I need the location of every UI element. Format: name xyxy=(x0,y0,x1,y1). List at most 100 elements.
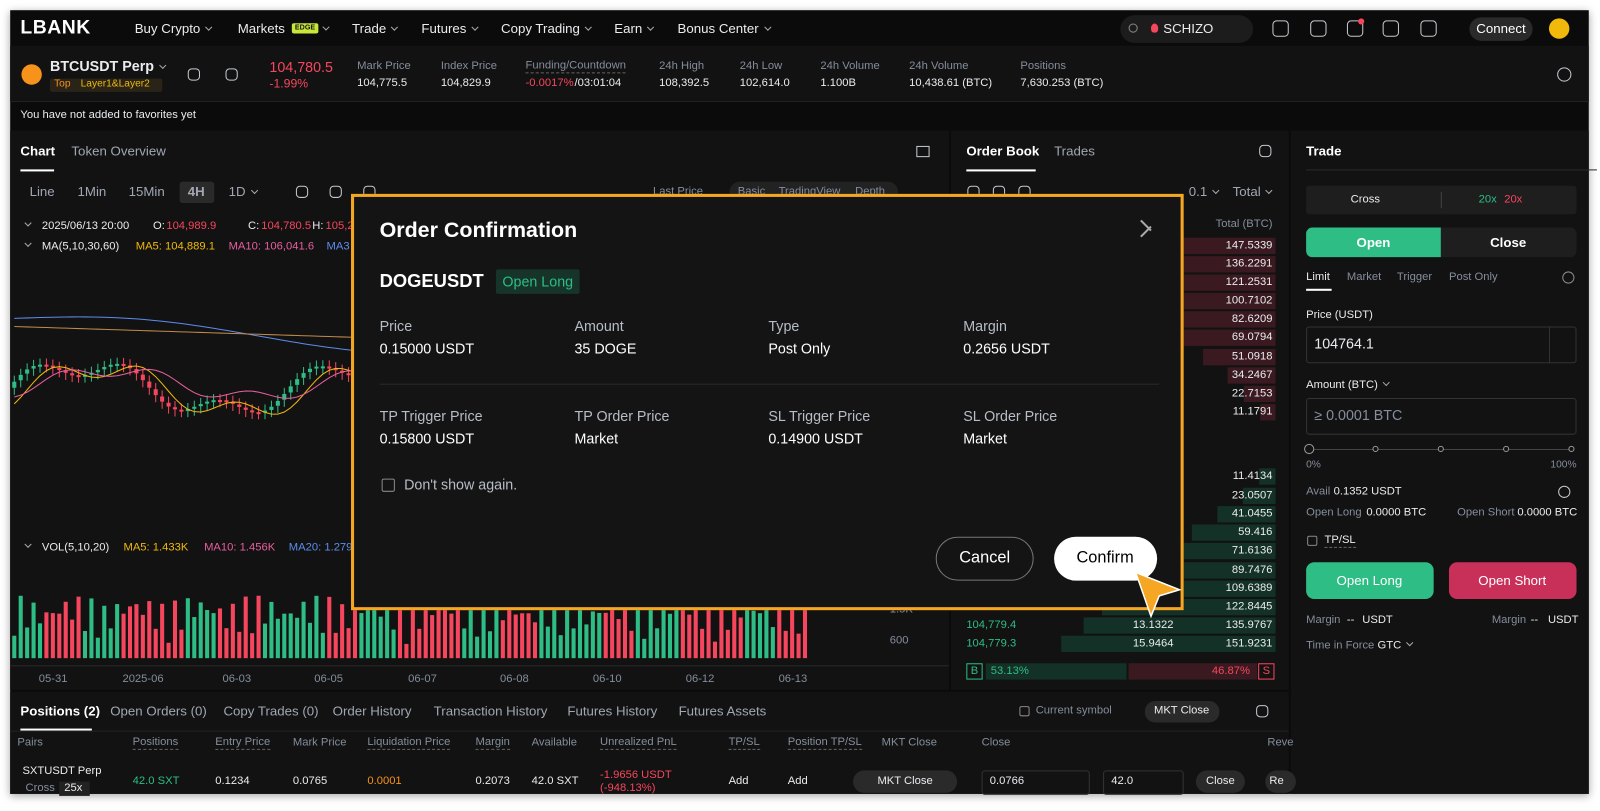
tool-icon[interactable] xyxy=(329,185,342,198)
close-button[interactable] xyxy=(1195,770,1245,793)
button-label[interactable]: Close xyxy=(1206,774,1235,788)
field-label[interactable]: Amount (BTC) xyxy=(1306,379,1389,392)
button-label[interactable]: Re xyxy=(1269,774,1284,788)
nav-item[interactable]: Bonus Center xyxy=(678,21,770,37)
price-input[interactable] xyxy=(1306,326,1577,364)
slider-dot[interactable] xyxy=(1437,445,1444,453)
open-short-button[interactable] xyxy=(1448,562,1577,599)
interval[interactable]: 4H xyxy=(187,183,205,200)
button-label[interactable]: MKT Close xyxy=(877,774,933,788)
leverage[interactable]: 20x xyxy=(1478,193,1497,206)
settings-icon[interactable] xyxy=(1557,67,1572,82)
input-value[interactable]: 0.0766 xyxy=(989,774,1025,788)
nav-icon[interactable] xyxy=(1420,20,1437,37)
button-label[interactable]: MKT Close xyxy=(1153,704,1210,717)
volume-bar xyxy=(500,620,505,659)
connect-label[interactable]: Connect xyxy=(1476,20,1526,36)
connect-button[interactable] xyxy=(1469,17,1533,41)
tab[interactable]: Copy Trades (0) xyxy=(223,703,319,719)
open-label[interactable]: Open xyxy=(1356,234,1391,251)
tab[interactable]: Positions (2) xyxy=(20,703,101,719)
amount-placeholder[interactable]: ≥ 0.0001 BTC xyxy=(1314,406,1403,424)
reverse-button[interactable] xyxy=(1265,770,1296,793)
transfer-icon[interactable] xyxy=(1558,485,1571,498)
open-long-button[interactable] xyxy=(1306,562,1434,599)
avatar[interactable] xyxy=(1548,18,1570,39)
tab[interactable]: Order Book xyxy=(966,143,1040,159)
interval[interactable]: 1Min xyxy=(77,183,107,200)
close-amount-input[interactable] xyxy=(1103,770,1184,795)
nav-icon[interactable] xyxy=(1382,20,1399,37)
search-text[interactable]: SCHIZO xyxy=(1163,20,1214,36)
button-label[interactable]: Confirm xyxy=(1076,549,1134,567)
tab[interactable]: Token Overview xyxy=(71,143,166,159)
checkbox[interactable] xyxy=(381,478,395,492)
amount-input[interactable] xyxy=(1306,397,1577,435)
max-value: 0.0000 BTC xyxy=(1366,506,1427,519)
field-label: TP Order Price xyxy=(574,407,670,425)
nav-item[interactable]: Futures xyxy=(421,21,477,37)
button-label[interactable]: Open Short xyxy=(1478,572,1547,588)
checkbox[interactable] xyxy=(1019,706,1030,717)
expand-icon[interactable] xyxy=(916,145,930,158)
tab[interactable]: Transaction History xyxy=(433,703,548,719)
order-type[interactable]: Post Only xyxy=(1448,270,1498,284)
slider-dot[interactable] xyxy=(1372,445,1379,453)
price-value[interactable]: 104764.1 xyxy=(1314,335,1374,352)
nav-icon[interactable] xyxy=(1310,20,1327,37)
logo[interactable]: LBANK xyxy=(20,16,91,39)
button-label[interactable]: Open Long xyxy=(1336,572,1403,588)
interval[interactable]: 15Min xyxy=(128,183,165,200)
filter-icon[interactable] xyxy=(1259,144,1272,158)
button-label[interactable]: Cancel xyxy=(959,549,1011,567)
nav-item[interactable]: Buy Crypto xyxy=(135,21,212,37)
tab[interactable]: Futures History xyxy=(567,703,658,719)
input-value[interactable]: 42.0 xyxy=(1111,774,1134,788)
close-label[interactable]: Close xyxy=(1490,234,1527,251)
volume-bar xyxy=(693,601,698,659)
tab[interactable]: Open Orders (0) xyxy=(110,703,207,719)
candle-body xyxy=(237,404,242,407)
mkt-close-all[interactable] xyxy=(1144,701,1220,723)
add-link[interactable]: Add xyxy=(787,774,808,788)
nav-item[interactable]: Copy Trading xyxy=(501,21,591,37)
tool-icon[interactable] xyxy=(295,185,309,198)
nav-icon[interactable] xyxy=(1272,20,1289,37)
book-icon[interactable] xyxy=(187,68,200,81)
tab[interactable]: Order History xyxy=(332,703,412,719)
bid-total: 151.9231 xyxy=(1225,637,1273,650)
tab[interactable]: Chart xyxy=(20,143,56,159)
dont-show-label[interactable]: Don't show again. xyxy=(404,476,518,493)
order-type[interactable]: Trigger xyxy=(1396,270,1433,284)
order-type[interactable]: Limit xyxy=(1306,270,1330,284)
leverage[interactable]: 20x xyxy=(1504,193,1523,206)
nav-item[interactable]: Trade xyxy=(352,21,397,37)
interval[interactable]: Line xyxy=(29,183,55,200)
search-box[interactable] xyxy=(1120,15,1254,43)
tif-value[interactable]: GTC xyxy=(1378,639,1413,652)
nav-item[interactable]: Markets xyxy=(237,20,285,36)
star-icon[interactable] xyxy=(225,68,238,81)
slider-dot[interactable] xyxy=(1568,445,1575,453)
checkbox[interactable] xyxy=(1307,535,1318,546)
close-price-input[interactable] xyxy=(981,770,1090,795)
nav-item[interactable]: Earn xyxy=(614,21,653,37)
settings-icon[interactable] xyxy=(1256,705,1269,718)
open-tab[interactable] xyxy=(1306,227,1441,258)
slider-dot[interactable] xyxy=(1304,443,1315,455)
mkt-close-button[interactable] xyxy=(853,770,958,793)
symbol[interactable]: BTCUSDT Perp xyxy=(50,58,165,75)
confirm-button[interactable] xyxy=(1054,536,1158,581)
tab[interactable]: Futures Assets xyxy=(678,703,767,719)
add-link[interactable]: Add xyxy=(728,774,749,788)
nav-icon[interactable] xyxy=(1346,20,1364,37)
cancel-button[interactable] xyxy=(935,536,1034,581)
cross-label[interactable]: Cross xyxy=(1350,193,1380,206)
tpsl-label[interactable]: TP/SL xyxy=(1324,534,1356,549)
order-type[interactable]: Market xyxy=(1346,270,1382,284)
slider-dot[interactable] xyxy=(1503,445,1510,453)
interval[interactable]: 1D xyxy=(229,184,257,200)
step[interactable]: 0.1 xyxy=(1189,184,1219,200)
tab[interactable]: Trades xyxy=(1054,143,1095,159)
total-select[interactable]: Total xyxy=(1233,184,1272,200)
